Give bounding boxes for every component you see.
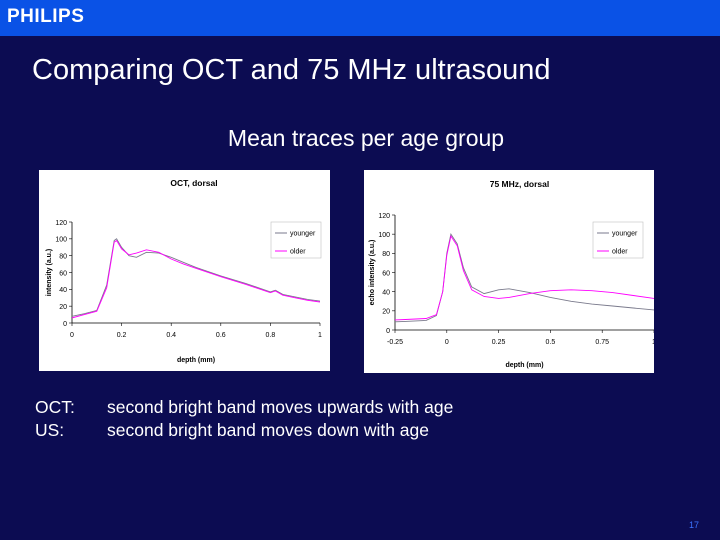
philips-logo: PHILIPS (7, 6, 85, 27)
y-tick-label: 100 (378, 232, 390, 239)
y-tick-label: 40 (382, 289, 390, 296)
series-line-older (395, 234, 654, 321)
x-tick-label: 0.75 (595, 339, 609, 346)
slide-title: Comparing OCT and 75 MHz ultrasound (32, 54, 551, 86)
legend-label: younger (612, 231, 638, 238)
x-axis-label: depth (mm) (177, 357, 215, 364)
series-line-older (72, 239, 320, 319)
ultrasound-chart: 75 MHz, dorsal 0 20 40 60 80 100 120 -0.25 0 0.25 0… (364, 170, 654, 373)
x-tick-label: 0.2 (117, 332, 127, 339)
y-tick-label: 60 (59, 270, 67, 277)
y-tick-label: 120 (55, 220, 67, 227)
y-tick-label: 100 (55, 237, 67, 244)
oct-chart-svg: OCT, dorsal 0 20 40 60 80 100 120 0 0.2 0.4 0.6 0.8 1… (46, 178, 322, 364)
legend-box (270, 221, 322, 259)
chart-title: OCT, dorsal (170, 178, 217, 188)
y-tick-label: 40 (59, 287, 67, 294)
y-tick-label: 0 (386, 328, 390, 335)
x-tick-label: 0.6 (216, 332, 226, 339)
x-tick-label: 0.5 (546, 339, 556, 346)
note-text: second bright band moves upwards with ag… (107, 397, 454, 417)
y-tick-label: 80 (382, 251, 390, 258)
note-label: US: (35, 420, 65, 440)
legend: younger older (270, 221, 322, 259)
x-axis-label: depth (mm) (505, 362, 543, 369)
y-tick-label: 80 (59, 253, 67, 260)
note-us: US: second bright band moves down with ag… (35, 420, 453, 443)
x-tick-label: 0 (445, 339, 449, 346)
oct-chart: OCT, dorsal 0 20 40 60 80 100 120 0 0.2 0.4 0.6 0.8 1… (39, 170, 330, 371)
x-tick-label: 0.4 (166, 332, 176, 339)
x-tick-label: 0.25 (492, 339, 506, 346)
y-tick-label: 0 (63, 321, 67, 328)
x-tick-label: 1 (652, 339, 654, 346)
y-axis-label: echo intensity (a.u.) (369, 240, 376, 306)
legend-label: younger (290, 231, 316, 238)
header-bar: PHILIPS (0, 0, 720, 36)
legend-box (592, 221, 644, 259)
legend-label: older (290, 249, 306, 256)
ultrasound-chart-svg: 75 MHz, dorsal 0 20 40 60 80 100 120 -0.25 0 0.25 0… (369, 179, 654, 369)
y-axis-label: intensity (a.u.) (46, 249, 53, 296)
series-group (72, 238, 320, 319)
note-label: OCT: (35, 397, 75, 417)
series-group (395, 233, 654, 323)
x-tick-label: 0 (70, 332, 74, 339)
x-tick-label: 0.8 (266, 332, 276, 339)
x-tick-label: -0.25 (387, 339, 403, 346)
legend-label: older (612, 249, 628, 256)
legend: younger older (592, 221, 644, 259)
note-text: second bright band moves down with age (107, 420, 430, 440)
slide-subtitle: Mean traces per age group (227, 125, 505, 151)
y-tick-label: 20 (59, 304, 67, 311)
y-tick-label: 60 (382, 270, 390, 277)
note-oct: OCT: second bright band moves upwards wit… (35, 397, 453, 420)
page-number: 17 (689, 520, 700, 530)
y-tick-label: 20 (382, 309, 390, 316)
y-tick-label: 120 (378, 213, 390, 220)
chart-title: 75 MHz, dorsal (490, 179, 550, 189)
x-tick-label: 1 (318, 332, 322, 339)
notes: OCT: second bright band moves upwards wit… (35, 397, 453, 443)
